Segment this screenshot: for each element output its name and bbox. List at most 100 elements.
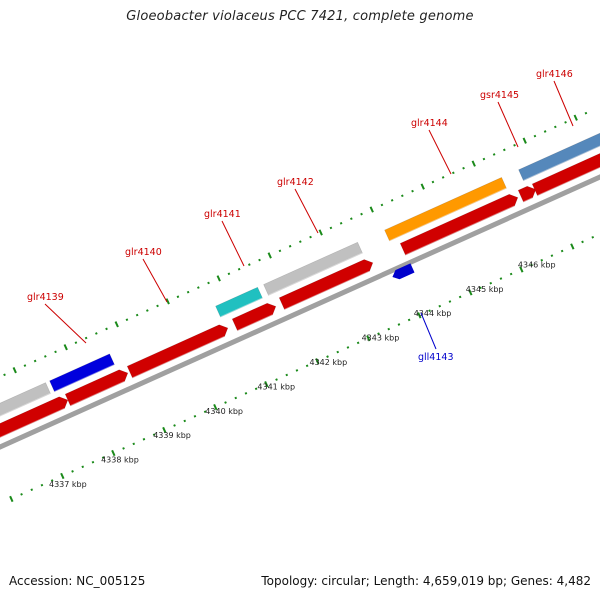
scale-label: 4344 kbp	[414, 309, 452, 318]
cds-red-block-highlight	[405, 205, 515, 256]
minor-tick	[23, 364, 27, 367]
gene-label-glr4146: glr4146	[536, 69, 574, 127]
major-tick	[315, 358, 320, 365]
minor-tick	[81, 465, 85, 469]
cog-block-grey	[263, 241, 363, 296]
scale-label: 4337 kbp	[49, 480, 87, 489]
major-tick	[570, 243, 575, 250]
minor-tick	[479, 286, 482, 290]
minor-tick	[360, 212, 363, 216]
minor-tick	[193, 414, 197, 418]
gene-name: glr4142	[277, 177, 314, 188]
minor-tick	[458, 295, 462, 299]
accession-text: Accession: NC_005125	[9, 574, 146, 588]
minor-tick	[254, 387, 258, 391]
minor-tick	[492, 153, 496, 156]
minor-tick	[295, 369, 299, 372]
scale-label: 4341 kbp	[257, 382, 295, 391]
gene-label-glr4140: glr4140	[125, 247, 168, 303]
leader-line	[221, 220, 245, 267]
minor-tick	[40, 483, 44, 487]
cog-block-blue-highlight	[54, 364, 115, 393]
major-tick	[63, 344, 68, 351]
minor-tick	[237, 267, 241, 271]
cog-block-steel-highlight	[523, 145, 600, 182]
scale-label: 4338 kbp	[101, 456, 139, 465]
major-tick	[60, 472, 65, 480]
minor-tick	[95, 332, 98, 335]
scale-label: 4346 kbp	[518, 260, 556, 269]
cds-red-block	[0, 396, 69, 439]
cds-red-block	[531, 153, 600, 197]
minor-tick	[543, 130, 547, 133]
minor-tick	[234, 396, 238, 400]
gene-label-glr4141: glr4141	[204, 209, 245, 267]
minor-tick	[278, 249, 282, 253]
minor-tick	[336, 350, 340, 354]
minor-tick	[258, 258, 261, 262]
gene-name: glr4146	[536, 69, 573, 80]
cog-block-grey-highlight	[0, 392, 51, 418]
minor-tick	[452, 171, 455, 175]
leader-line	[420, 312, 437, 350]
cds-red-block-highlight	[284, 270, 370, 311]
minor-tick	[499, 277, 503, 280]
scale-label: 4345 kbp	[466, 285, 504, 294]
major-tick	[471, 160, 476, 167]
minor-tick	[305, 364, 309, 368]
minor-tick	[44, 355, 47, 358]
major-tick	[369, 206, 374, 213]
minor-tick	[540, 258, 544, 262]
minor-tick	[142, 437, 146, 441]
gene-name: gsr4145	[480, 90, 519, 101]
minor-tick	[397, 323, 401, 326]
cog-block-grey-highlight	[268, 252, 363, 297]
minor-tick	[135, 313, 139, 317]
minor-tick	[564, 121, 567, 124]
minor-tick	[244, 392, 248, 395]
minor-tick	[489, 281, 493, 285]
minor-tick	[560, 249, 564, 253]
cds-red-block-highlight	[537, 166, 600, 197]
minor-tick	[74, 341, 78, 344]
scale-labels: 4337 kbp 4338 kbp 4339 kbp 4340 kbp 4341 kbp…	[49, 260, 556, 489]
minor-tick	[288, 244, 292, 248]
major-tick	[468, 289, 473, 296]
minor-tick	[173, 424, 176, 427]
cds-red-block-highlight	[132, 335, 225, 379]
scale-label: 4343 kbp	[362, 334, 400, 343]
major-tick	[267, 252, 272, 259]
minor-tick	[309, 235, 312, 239]
minor-tick	[146, 309, 149, 312]
lower-tick-row	[9, 235, 595, 503]
minor-tick	[380, 203, 384, 207]
minor-tick	[591, 235, 595, 239]
gene-name: glr4144	[411, 118, 448, 129]
gene-label-gll4143: gll4143	[418, 312, 454, 363]
cds-red-block	[231, 302, 277, 332]
minor-tick	[441, 176, 445, 179]
minor-tick	[125, 318, 129, 322]
cds-red-block	[278, 259, 374, 311]
minor-tick	[105, 327, 108, 331]
minor-tick	[285, 373, 289, 377]
minor-tick	[356, 341, 360, 345]
minor-tick	[581, 240, 584, 244]
minor-tick	[183, 419, 187, 423]
cds-red-block-highlight	[237, 314, 273, 332]
minor-tick	[203, 410, 207, 414]
page-title: Gloeobacter violaceus PCC 7421, complete…	[126, 9, 474, 24]
minor-tick	[533, 134, 537, 138]
minor-tick	[122, 447, 125, 450]
minor-tick	[50, 479, 54, 482]
minor-tick	[326, 355, 329, 358]
minor-tick	[20, 493, 23, 496]
minor-tick	[513, 143, 516, 147]
minor-tick	[554, 125, 557, 129]
major-tick	[165, 298, 170, 305]
scale-label: 4340 kbp	[205, 407, 243, 416]
cds-red-block	[399, 193, 519, 256]
minor-tick	[438, 304, 442, 308]
major-tick	[111, 449, 116, 457]
major-tick	[522, 137, 527, 144]
